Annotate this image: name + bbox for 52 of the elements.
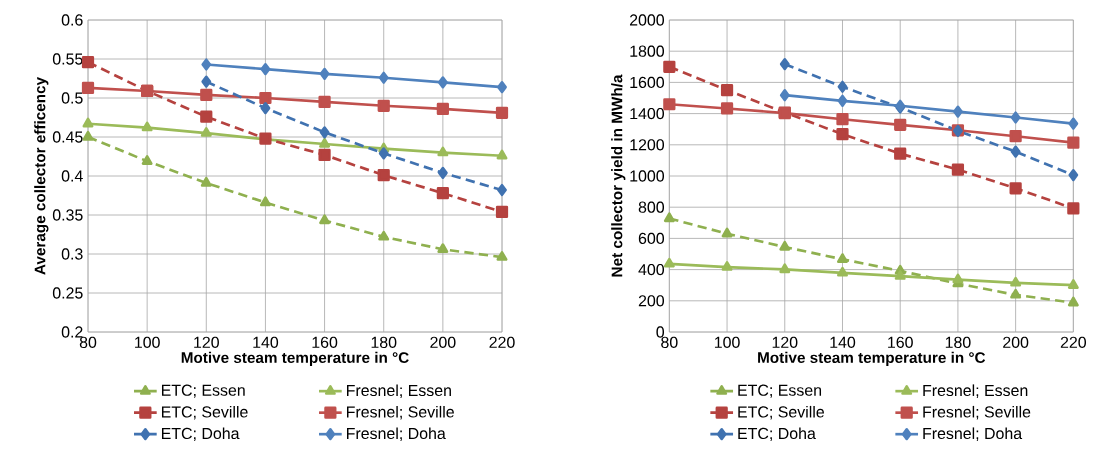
x-tick-label: 120 bbox=[772, 336, 798, 348]
legend-label: Fresnel; Seville bbox=[923, 405, 1031, 420]
y-tick-label: 0.2 bbox=[61, 326, 83, 338]
y-tick-label: 0.4 bbox=[61, 170, 83, 182]
legend-label: Fresnel; Seville bbox=[347, 405, 454, 420]
x-tick-label: 220 bbox=[489, 336, 515, 348]
y-tick-label: 1000 bbox=[630, 170, 665, 182]
x-tick-label: 100 bbox=[135, 336, 160, 348]
x-tick-label: 160 bbox=[888, 336, 913, 348]
y-tick-label: 1200 bbox=[630, 139, 665, 151]
legend-label: Fresnel; Essen bbox=[347, 384, 451, 398]
legend-label: Fresnel; Essen bbox=[923, 384, 1028, 398]
y-tick-label: 800 bbox=[638, 201, 665, 213]
x-tick-label: 140 bbox=[253, 336, 279, 348]
y-tick-label: 1400 bbox=[630, 107, 665, 120]
x-tick-label: 100 bbox=[714, 336, 740, 348]
y-tick-label: 0.6 bbox=[61, 14, 83, 26]
y-tick-label: 0.5 bbox=[61, 92, 83, 104]
legend-label: ETC; Seville bbox=[161, 405, 248, 420]
x-tick-label: 80 bbox=[79, 336, 97, 348]
x-axis-title: Motive steam temperature in °C bbox=[181, 351, 409, 367]
legend-label: ETC; Seville bbox=[738, 405, 824, 420]
y-axis-title: Net collector yield in MWh/a bbox=[611, 74, 626, 277]
x-tick-label: 140 bbox=[830, 336, 856, 348]
legend-label: ETC; Doha bbox=[738, 427, 816, 441]
x-tick-label: 180 bbox=[945, 336, 971, 348]
legend-label: Fresnel; Doha bbox=[347, 427, 446, 441]
y-tick-label: 200 bbox=[638, 295, 665, 307]
x-axis-title: Motive steam temperature in °C bbox=[758, 351, 986, 367]
y-tick-label: 0.45 bbox=[52, 131, 83, 143]
x-tick-label: 160 bbox=[312, 336, 338, 348]
y-tick-label: 1600 bbox=[630, 76, 665, 89]
legend-label: ETC; Essen bbox=[161, 384, 245, 398]
legend-label: ETC; Essen bbox=[738, 384, 822, 398]
legend-label: ETC; Doha bbox=[161, 427, 240, 441]
x-tick-label: 200 bbox=[1003, 336, 1029, 348]
x-tick-label: 80 bbox=[661, 336, 678, 348]
y-tick-label: 0.55 bbox=[52, 53, 83, 65]
y-tick-label: 0.25 bbox=[52, 287, 83, 299]
y-tick-label: 0.3 bbox=[61, 248, 83, 260]
legend-label: Fresnel; Doha bbox=[923, 427, 1023, 441]
x-tick-label: 220 bbox=[1060, 336, 1087, 348]
y-tick-label: 1800 bbox=[630, 45, 665, 57]
y-axis-title: Average collector efficency bbox=[34, 77, 49, 275]
x-tick-label: 180 bbox=[371, 336, 397, 348]
y-tick-label: 0.35 bbox=[52, 209, 83, 221]
x-tick-label: 120 bbox=[194, 336, 219, 348]
y-tick-label: 0 bbox=[656, 326, 665, 338]
y-tick-label: 400 bbox=[638, 263, 665, 276]
x-tick-label: 200 bbox=[430, 336, 456, 348]
y-tick-label: 2000 bbox=[629, 14, 665, 26]
y-tick-label: 600 bbox=[638, 232, 665, 245]
